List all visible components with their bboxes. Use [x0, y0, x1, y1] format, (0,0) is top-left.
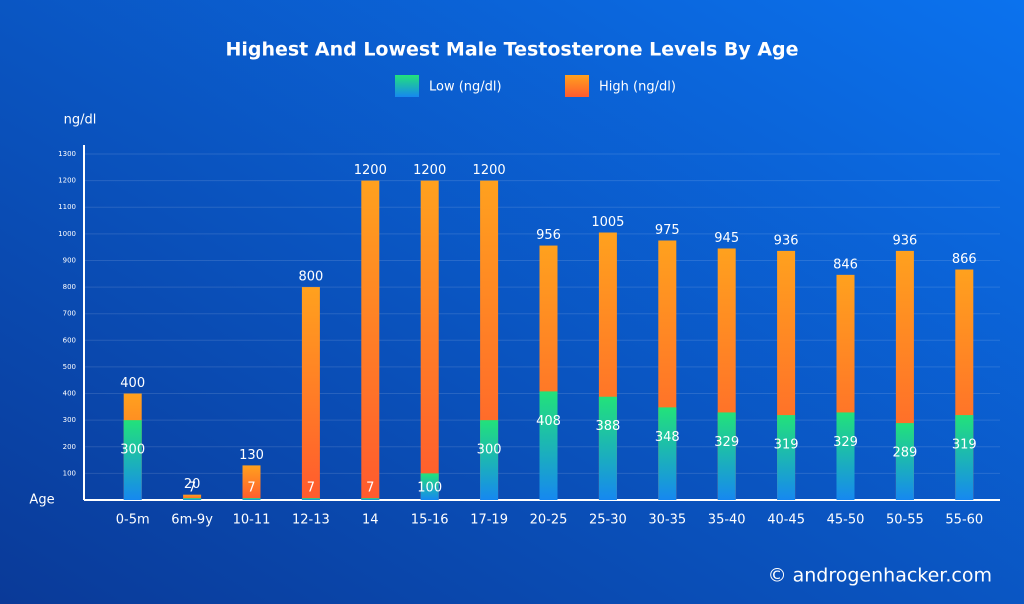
value-label: 1200: [354, 163, 387, 178]
y-tick-label: 600: [63, 336, 76, 344]
y-tick-label: 800: [63, 283, 76, 291]
bar: [123, 420, 142, 500]
bar: [480, 420, 499, 500]
value-label: 319: [952, 438, 977, 453]
footer: © androgenhacker.com: [768, 565, 992, 587]
value-label: 7: [247, 481, 255, 496]
legend-swatch: [565, 75, 589, 97]
value-label: 936: [774, 233, 799, 248]
value-label: 846: [833, 257, 858, 272]
bar: [895, 423, 914, 500]
bar: [361, 498, 380, 500]
value-label: 945: [714, 231, 739, 246]
legend-label: Low (ng/dl): [429, 80, 502, 95]
value-label: 130: [239, 448, 264, 463]
x-tick-label: 14: [362, 513, 379, 528]
bar: [420, 473, 439, 500]
value-label: 1200: [413, 163, 446, 178]
bar: [242, 465, 261, 500]
bar: [836, 412, 855, 500]
value-label: 300: [120, 443, 145, 458]
value-label: 348: [655, 430, 680, 445]
x-tick-label: 20-25: [530, 513, 568, 528]
value-label: 7: [188, 481, 196, 496]
bar: [242, 498, 261, 500]
value-label: 388: [595, 419, 620, 434]
x-tick-label: 40-45: [767, 513, 805, 528]
x-tick-label: 10-11: [233, 513, 271, 528]
y-tick-label: 300: [63, 416, 76, 424]
bar: [301, 498, 320, 500]
value-label: 7: [366, 481, 374, 496]
x-tick-label: 50-55: [886, 513, 924, 528]
legend-swatch: [395, 75, 419, 97]
y-tick-label: 200: [63, 443, 76, 451]
value-label: 975: [655, 223, 680, 238]
value-label: 936: [892, 233, 917, 248]
bar: [777, 415, 796, 500]
y-tick-label: 1100: [58, 203, 76, 211]
x-tick-label: 17-19: [470, 513, 508, 528]
value-label: 7: [307, 481, 315, 496]
y-tick-label: 500: [63, 363, 76, 371]
bar: [183, 498, 202, 500]
bar: [658, 407, 677, 500]
y-tick-label: 1200: [58, 177, 76, 185]
bar: [301, 287, 320, 500]
value-label: 329: [833, 435, 858, 450]
value-label: 1005: [591, 215, 624, 230]
bar: [420, 180, 439, 500]
x-tick-label: 45-50: [827, 513, 865, 528]
y-axis-label: ng/dl: [64, 113, 97, 128]
value-label: 866: [952, 252, 977, 267]
y-tick-label: 900: [63, 256, 76, 264]
bar: [539, 391, 558, 500]
x-tick-label: 35-40: [708, 513, 746, 528]
value-label: 100: [417, 481, 442, 496]
value-label: 400: [120, 376, 145, 391]
bar: [183, 494, 202, 500]
x-tick-label: 55-60: [945, 513, 983, 528]
y-tick-label: 400: [63, 390, 76, 398]
y-tick-label: 100: [63, 469, 76, 477]
x-tick-label: 25-30: [589, 513, 627, 528]
value-label: 956: [536, 228, 561, 243]
value-label: 300: [477, 443, 502, 458]
y-tick-label: 1300: [58, 150, 76, 158]
legend-label: High (ng/dl): [599, 80, 676, 95]
value-label: 1200: [473, 163, 506, 178]
bar: [955, 415, 974, 500]
x-tick-label: 0-5m: [116, 513, 150, 528]
bar: [598, 396, 617, 500]
chart-title: Highest And Lowest Male Testosterone Lev…: [225, 39, 798, 61]
value-label: 289: [892, 446, 917, 461]
value-label: 800: [298, 270, 323, 285]
y-tick-label: 1000: [58, 230, 76, 238]
value-label: 329: [714, 435, 739, 450]
x-axis-label: Age: [29, 493, 54, 508]
bar: [361, 180, 380, 500]
value-label: 20: [184, 477, 201, 492]
value-label: 408: [536, 414, 561, 429]
x-tick-label: 30-35: [648, 513, 686, 528]
value-label: 319: [774, 438, 799, 453]
x-tick-label: 12-13: [292, 513, 330, 528]
y-tick-label: 700: [63, 310, 76, 318]
bar: [717, 412, 736, 500]
x-tick-label: 6m-9y: [171, 513, 213, 528]
x-tick-label: 15-16: [411, 513, 449, 528]
